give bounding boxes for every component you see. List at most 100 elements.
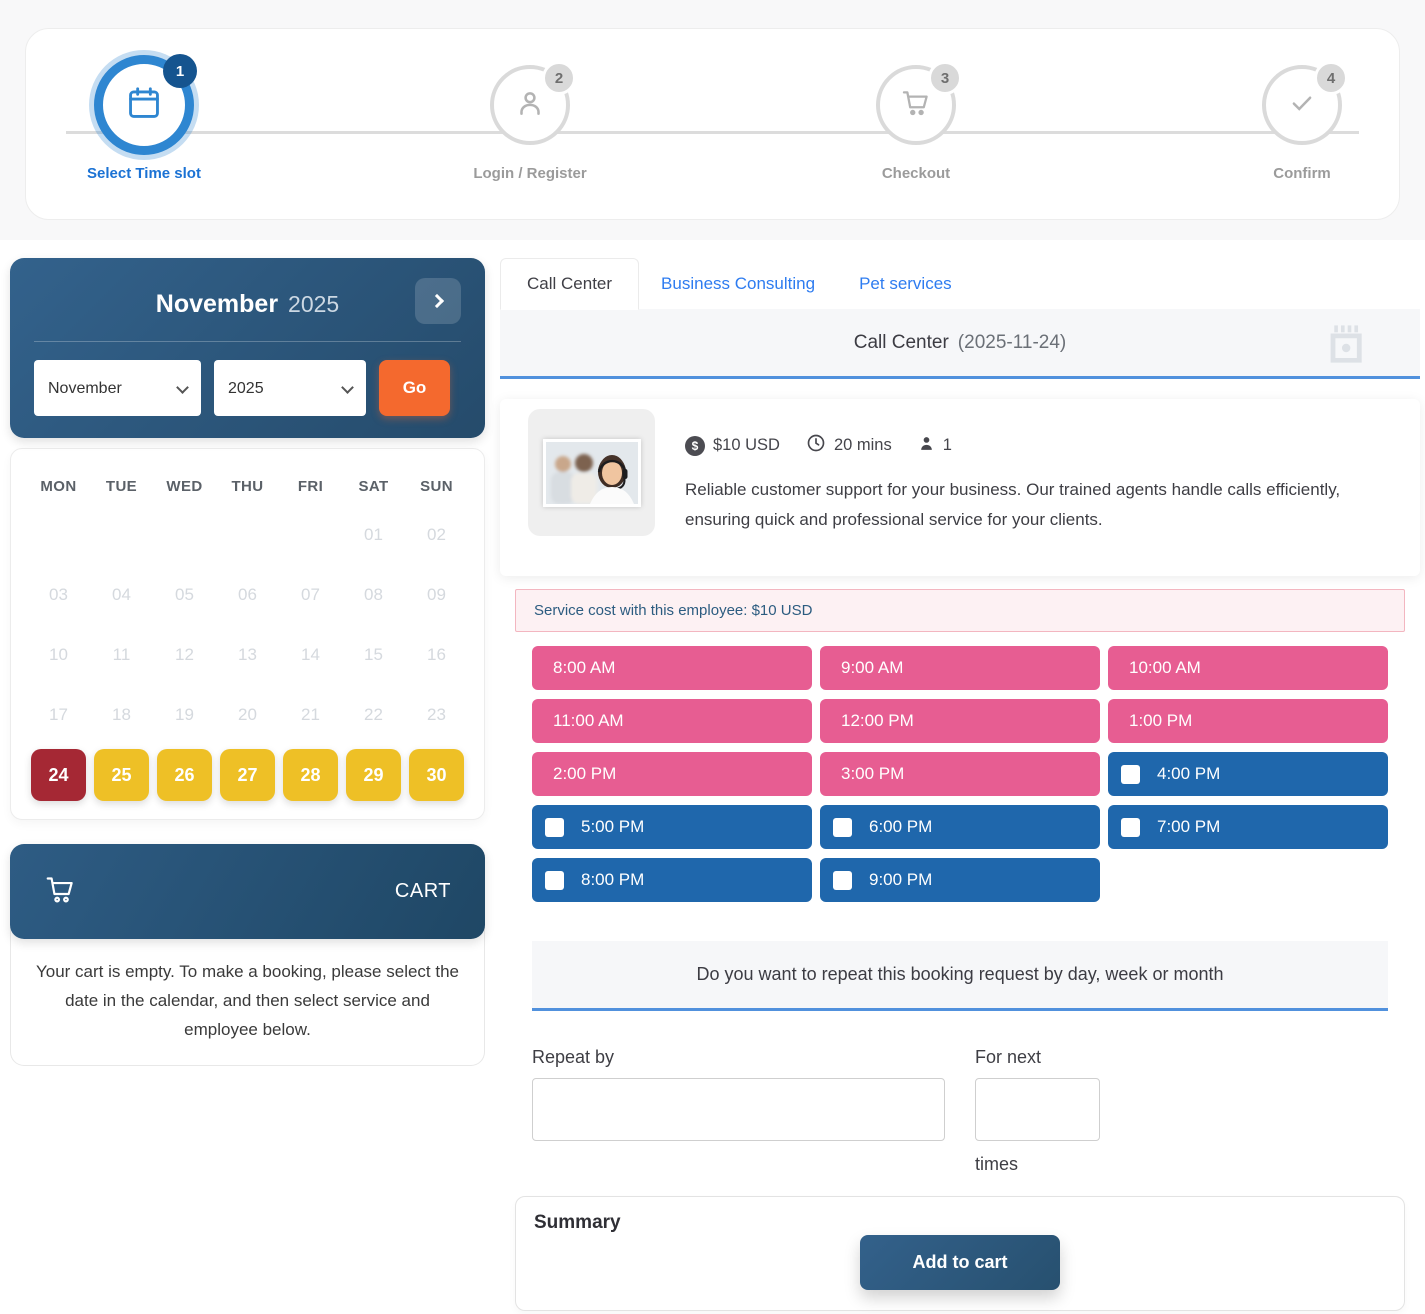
calendar-day: 22 xyxy=(364,705,383,724)
time-slot[interactable]: 11:00 AM xyxy=(532,699,812,743)
service-description: Reliable customer support for your busin… xyxy=(685,480,1341,529)
calendar-month-name: November xyxy=(155,290,279,318)
calendar-weekday: TUE xyxy=(105,477,138,495)
stepper-step-login-register[interactable]: 2 Login / Register xyxy=(435,55,625,205)
service-photo xyxy=(542,438,641,507)
time-slot[interactable]: 3:00 PM xyxy=(820,752,1100,796)
time-slot[interactable]: 4:00 PM xyxy=(1108,752,1388,796)
stepper-step-confirm[interactable]: 4 Confirm xyxy=(1207,55,1397,205)
time-slot[interactable]: 6:00 PM xyxy=(820,805,1100,849)
slot-checkbox[interactable] xyxy=(545,817,564,837)
step-circle: 3 xyxy=(876,61,962,145)
time-slot[interactable]: 12:00 PM xyxy=(820,699,1100,743)
calendar-day: 03 xyxy=(49,585,68,604)
calendar-month-title: November 2025 xyxy=(34,282,461,319)
slot-time-label: 2:00 PM xyxy=(553,764,617,783)
calendar-day: 10 xyxy=(49,645,68,664)
main-content: November 2025 November 2025 xyxy=(0,258,1425,1311)
calendar-day: 06 xyxy=(238,585,257,604)
calendar-day: 15 xyxy=(364,645,383,664)
step-label: Select Time slot xyxy=(87,165,201,182)
stepper-step-select-time-slot[interactable]: 1 Select Time slot xyxy=(49,54,239,205)
slot-checkbox[interactable] xyxy=(833,870,852,890)
slot-time-label: 6:00 PM xyxy=(869,817,933,836)
year-select[interactable]: 2025 xyxy=(214,360,366,416)
calendar-day: 01 xyxy=(364,525,383,544)
calendar-grid: MON TUE WED THU FRI SAT SUN 01 02 03 04 05 06 07 08 09… xyxy=(31,471,464,801)
step-number-badge: 3 xyxy=(928,61,962,95)
calendar-day[interactable]: 30 xyxy=(409,749,464,801)
stepper-zone: 1 Select Time slot 2 Login / Register xyxy=(0,0,1425,240)
calendar-weekday: FRI xyxy=(297,477,324,495)
service-card: $ $10 USD 20 mins xyxy=(500,399,1420,576)
for-next-label: For next xyxy=(975,1047,1042,1067)
add-to-cart-button[interactable]: Add to cart xyxy=(860,1235,1060,1290)
tab-call-center[interactable]: Call Center xyxy=(500,258,640,310)
calendar-day: 21 xyxy=(301,705,320,724)
time-slot[interactable]: 9:00 AM xyxy=(820,646,1100,690)
calendar-day[interactable]: 27 xyxy=(220,749,275,801)
calendar-day[interactable]: 28 xyxy=(283,749,338,801)
chevron-right-icon xyxy=(429,293,444,309)
calendar-day[interactable]: 25 xyxy=(94,749,149,801)
summary-section: Summary Add to cart xyxy=(515,1196,1405,1311)
go-button[interactable]: Go xyxy=(379,360,450,416)
tab-business-consulting[interactable]: Business Consulting xyxy=(661,274,816,293)
calendar-day[interactable]: 24 xyxy=(31,749,86,801)
slot-checkbox[interactable] xyxy=(1121,817,1140,837)
calendar-day: 13 xyxy=(238,645,257,664)
time-slot[interactable]: 1:00 PM xyxy=(1108,699,1388,743)
time-slot[interactable]: 5:00 PM xyxy=(532,805,812,849)
calendar-day: 07 xyxy=(301,585,320,604)
for-next-input[interactable] xyxy=(975,1078,1100,1141)
slot-checkbox[interactable] xyxy=(1121,764,1140,784)
time-slot[interactable]: 2:00 PM xyxy=(532,752,812,796)
slot-time-label: 10:00 AM xyxy=(1129,658,1201,677)
calendar-day: 09 xyxy=(427,585,446,604)
time-slot[interactable]: 8:00 PM xyxy=(532,858,812,902)
summary-title: Summary xyxy=(534,1212,621,1233)
slot-time-label: 5:00 PM xyxy=(581,817,645,836)
slot-time-label: 3:00 PM xyxy=(841,764,905,783)
time-slot[interactable]: 8:00 AM xyxy=(532,646,812,690)
time-slot[interactable]: 7:00 PM xyxy=(1108,805,1388,849)
repeat-form: Repeat by For next times xyxy=(532,1047,1388,1175)
calendar-day: 05 xyxy=(175,585,194,604)
cart-icon xyxy=(899,86,933,125)
calendar-day: 08 xyxy=(364,585,383,604)
slot-time-label: 4:00 PM xyxy=(1157,764,1221,783)
slot-time-label: 12:00 PM xyxy=(841,711,914,730)
repeat-by-input[interactable] xyxy=(532,1078,945,1141)
step-label: Login / Register xyxy=(473,165,587,182)
service-info: $ $10 USD 20 mins xyxy=(685,409,1392,536)
slot-time-label: 11:00 AM xyxy=(553,711,624,730)
tab-pet-services[interactable]: Pet services xyxy=(859,274,952,293)
slot-checkbox[interactable] xyxy=(545,870,564,890)
repeat-by-field: Repeat by xyxy=(532,1047,945,1175)
time-slot[interactable]: 10:00 AM xyxy=(1108,646,1388,690)
calendar-day[interactable]: 29 xyxy=(346,749,401,801)
step-label: Checkout xyxy=(881,165,951,182)
calendar-day: 18 xyxy=(112,705,131,724)
calendar-day: 12 xyxy=(175,645,194,664)
service-date: (2025-11-24) xyxy=(957,331,1067,353)
calendar-panel: November 2025 November 2025 xyxy=(10,258,485,1066)
next-month-button[interactable] xyxy=(415,278,461,324)
dollar-icon: $ xyxy=(685,435,705,456)
slot-checkbox[interactable] xyxy=(833,817,852,837)
calendar-icon xyxy=(1322,321,1368,372)
calendar-day: 02 xyxy=(427,525,446,544)
calendar-weekday: THU xyxy=(231,477,264,495)
service-price: $ $10 USD xyxy=(685,435,780,456)
service-tabs: Call Center Business Consulting Pet serv… xyxy=(500,258,1420,310)
month-select[interactable]: November xyxy=(34,360,201,416)
stepper-step-checkout[interactable]: 3 Checkout xyxy=(821,55,1011,205)
calendar-year: 2025 xyxy=(288,291,340,317)
step-circle: 1 xyxy=(94,54,197,155)
stepper: 1 Select Time slot 2 Login / Register xyxy=(25,28,1400,220)
calendar-controls: November 2025 Go xyxy=(34,360,461,416)
calendar-day: 16 xyxy=(427,645,446,664)
calendar-day[interactable]: 26 xyxy=(157,749,212,801)
employee-cost-notice: Service cost with this employee: $10 USD xyxy=(515,589,1405,632)
time-slot[interactable]: 9:00 PM xyxy=(820,858,1100,902)
